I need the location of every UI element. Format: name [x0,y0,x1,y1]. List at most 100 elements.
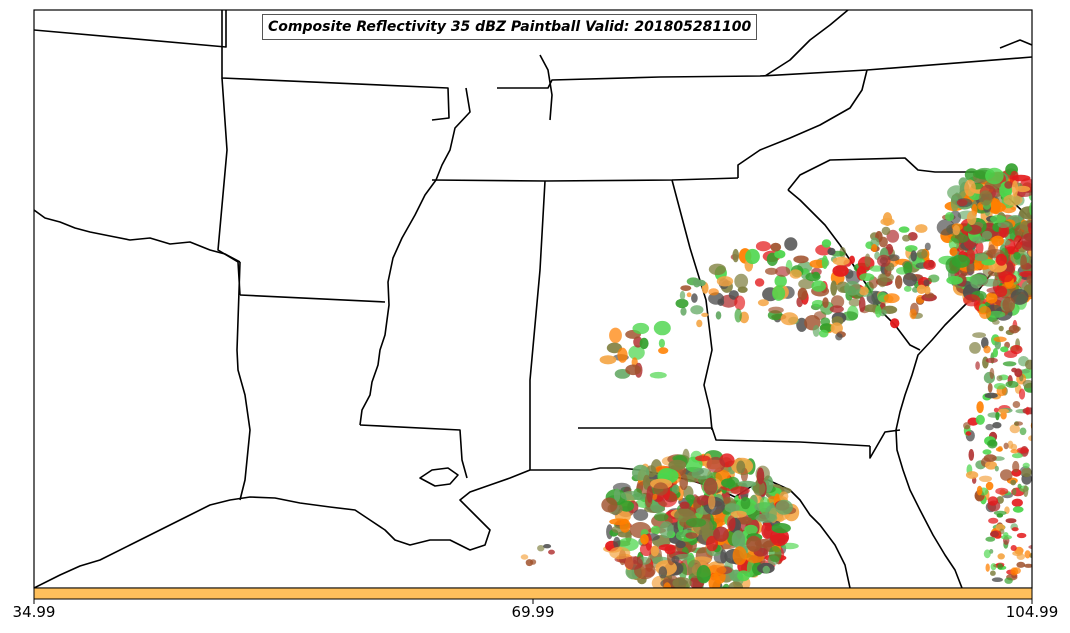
reflectivity-blob [864,253,871,268]
map-title: Composite Reflectivity 35 dBZ Paintball … [262,14,758,40]
reflectivity-blob [978,306,992,319]
reflectivity-blob [1035,214,1046,227]
colorbar-tick-label-mid: 69.99 [511,603,555,621]
reflectivity-blob [696,279,706,287]
reflectivity-blob [970,275,983,289]
reflectivity-blob [978,190,993,206]
reflectivity-blob [998,408,1010,414]
reflectivity-blob [987,496,999,506]
reflectivity-blob [923,259,936,270]
reflectivity-blob [915,224,928,233]
reflectivity-blob [992,348,999,358]
reflectivity-blob [1015,185,1031,193]
reflectivity-blob [936,219,955,236]
reflectivity-blob [966,211,977,226]
reflectivity-blob [829,305,844,313]
reflectivity-blob [983,549,991,559]
reflectivity-blob [1004,181,1013,189]
reflectivity-blob [991,198,1001,215]
reflectivity-blob [1034,215,1049,225]
reflectivity-blob [1010,344,1023,355]
reflectivity-blob [916,284,927,294]
reflectivity-blob [1035,223,1042,239]
reflectivity-blob [633,509,649,521]
reflectivity-blob [1011,180,1019,197]
north-water [539,54,553,121]
reflectivity-blob [671,484,680,495]
reflectivity-blob [696,319,703,328]
reflectivity-blob [983,345,991,354]
reflectivity-blob [965,431,972,436]
reflectivity-blob [1028,544,1032,550]
reflectivity-blob [1022,379,1032,389]
reflectivity-blob [1002,296,1015,313]
reflectivity-blob [1035,236,1052,244]
reflectivity-blob [985,461,997,470]
reflectivity-blob [985,357,998,363]
reflectivity-blob [1003,442,1009,450]
reflectivity-blob [606,342,623,354]
reflectivity-blob [703,477,718,496]
va-boundary [764,10,849,77]
colorbar-tick-label-max: 104.99 [1005,603,1059,621]
reflectivity-blob [1012,401,1021,408]
reflectivity-blob [1004,577,1013,584]
reflectivity-blob [1021,467,1032,478]
reflectivity-blob [827,247,836,256]
reflectivity-blob [858,296,866,312]
reflectivity-blob [727,515,736,532]
reflectivity-blob [820,317,831,327]
reflectivity-blob [1016,553,1025,560]
reflectivity-blob [991,577,1004,582]
reflectivity-blob [877,273,888,288]
reflectivity-blob [672,577,692,588]
reflectivity-blob [1012,506,1024,513]
reflectivity-blob [1000,535,1013,540]
reflectivity-blob [708,292,725,305]
reflectivity-blob [995,411,1000,421]
reflectivity-blob [830,280,838,296]
reflectivity-blob [1027,222,1032,229]
reflectivity-blob [685,494,695,502]
reflectivity-blob [1037,214,1048,224]
tn-south-border [431,177,739,182]
reflectivity-blob [950,233,969,244]
reflectivity-blob [658,338,666,348]
reflectivity-blob [812,271,820,279]
reflectivity-blob [956,199,968,207]
reflectivity-blob [987,383,993,393]
colorbar-tick-label-min: 34.99 [12,603,56,621]
reflectivity-blob [640,534,649,545]
reflectivity-blob [898,226,910,233]
reflectivity-blob [701,312,709,317]
reflectivity-blob [734,295,746,311]
reflectivity-blob [745,248,760,265]
reflectivity-blob [1014,421,1023,426]
reflectivity-blob [996,375,1003,382]
reflectivity-blob [992,422,1002,429]
reflectivity-blob [975,414,985,425]
reflectivity-blob [990,530,999,538]
reflectivity-blob [1013,235,1023,250]
reflectivity-blob [708,288,719,296]
reflectivity-blob [821,255,829,269]
reflectivity-blob [1025,406,1030,416]
reflectivity-blob [1008,325,1020,334]
reflectivity-blob [910,250,917,262]
lake-pontchartrain [419,467,459,487]
reflectivity-blob [757,299,769,307]
reflectivity-blob [995,447,1003,452]
reflectivity-blob [675,298,689,309]
reflectivity-blob [543,544,552,549]
reflectivity-blob [768,306,784,314]
reflectivity-blob [982,356,989,369]
reflectivity-blob [811,280,826,292]
reflectivity-blob [679,473,689,491]
reflectivity-blob [1005,518,1017,524]
reflectivity-blob [737,480,757,488]
reflectivity-blob [746,559,755,578]
reflectivity-blob [708,573,721,588]
reflectivity-blob [985,423,994,431]
reflectivity-blob [755,241,771,252]
reflectivity-blob [1003,194,1023,206]
